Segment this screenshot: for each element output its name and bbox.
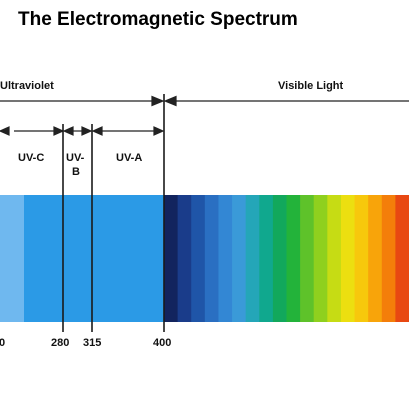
spectrum-stripe: [191, 195, 206, 322]
spectrum-stripe: [272, 195, 288, 322]
tick-label-0: 0: [0, 337, 5, 349]
band-label-uvb-line1: UV-: [66, 152, 85, 164]
visible-arrow-head: [163, 95, 177, 107]
spectrum-stripe: [232, 195, 247, 322]
uva-left-arrow-head: [91, 126, 103, 136]
band-label-uvc: UV-C: [18, 152, 44, 164]
spectrum-stripe: [259, 195, 274, 322]
tick-label-280: 280: [51, 337, 69, 349]
spectrum-stripe: [381, 195, 396, 322]
ultraviolet-arrow-head: [151, 95, 165, 107]
boundary-lines: [62, 94, 165, 332]
region-label-ultraviolet: Ultraviolet: [0, 80, 54, 92]
spectrum-stripe: [177, 195, 192, 322]
spectrum-stripe: [327, 195, 342, 322]
spectrum-stripe: [354, 195, 369, 322]
region-label-visible: Visible Light: [278, 80, 344, 92]
tick-label-400: 400: [153, 337, 171, 349]
uva-right-arrow-head: [153, 126, 165, 136]
spectrum-stripe: [286, 195, 301, 322]
visible-stripes: [164, 195, 409, 322]
uvb-left-arrow-head: [62, 126, 74, 136]
spectrum-stripe: [245, 195, 260, 322]
uv-main-segment: [24, 195, 164, 322]
uv-band-arrows: [0, 126, 165, 136]
spectrum-stripe: [164, 195, 179, 322]
spectrum-bar: [0, 195, 409, 322]
spectrum-stripe: [340, 195, 356, 322]
diagram-title: The Electromagnetic Spectrum: [18, 9, 298, 30]
spectrum-stripe: [204, 195, 220, 322]
uvc-left-arrow-head: [0, 126, 10, 136]
region-arrows: [0, 95, 409, 107]
spectrum-stripe: [313, 195, 328, 322]
spectrum-stripe: [368, 195, 383, 322]
uv-light-segment: [0, 195, 24, 322]
uvb-right-arrow-head: [81, 126, 93, 136]
spectrum-stripe: [218, 195, 233, 322]
band-label-uva: UV-A: [116, 152, 142, 164]
band-label-uvb-line2: B: [72, 166, 80, 178]
uvc-right-arrow-head: [53, 126, 65, 136]
spectrum-stripe: [300, 195, 315, 322]
tick-label-315: 315: [83, 337, 101, 349]
spectrum-stripe: [395, 195, 409, 322]
